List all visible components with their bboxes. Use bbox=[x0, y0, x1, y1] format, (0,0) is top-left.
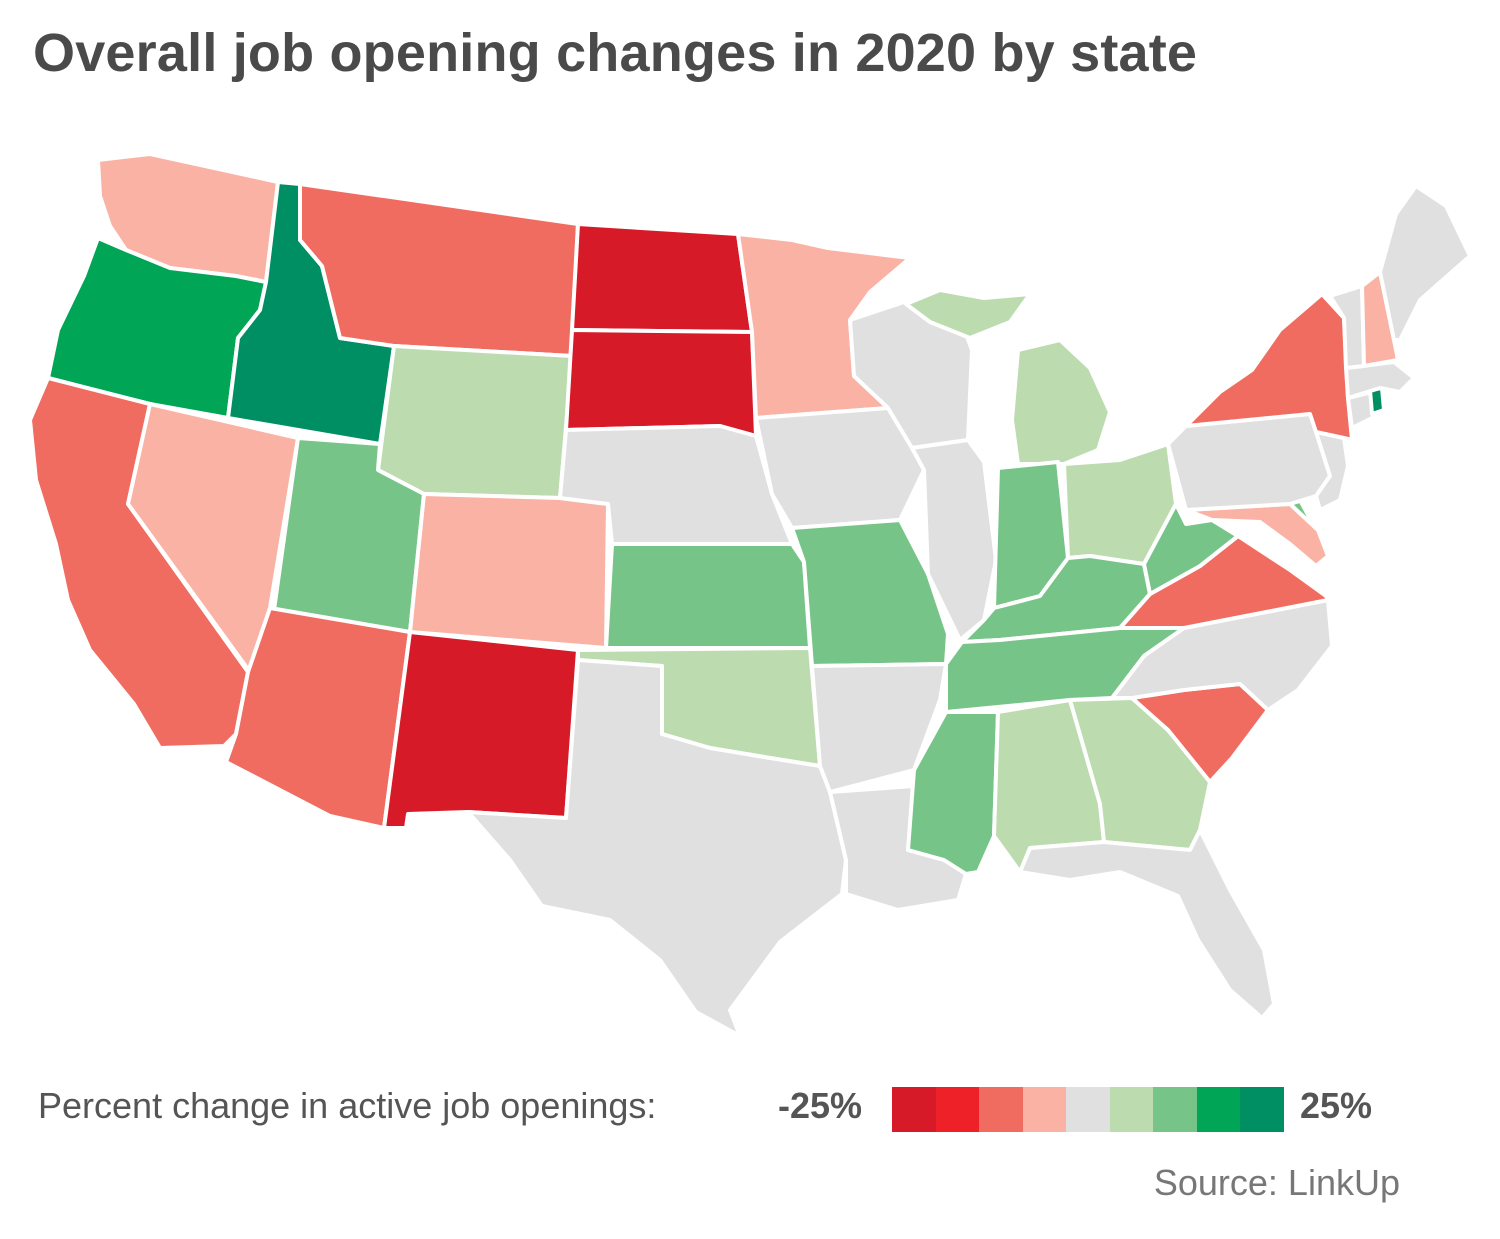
legend-swatch-7 bbox=[1153, 1087, 1197, 1132]
source-note: Source: LinkUp bbox=[1153, 1162, 1400, 1203]
legend-swatch-5 bbox=[1066, 1087, 1110, 1132]
state-WY bbox=[376, 344, 574, 500]
state-NY bbox=[1184, 292, 1354, 442]
state-WV bbox=[1142, 502, 1240, 596]
state-FL bbox=[1018, 828, 1276, 1020]
state-NJ bbox=[1314, 430, 1350, 512]
state-PA bbox=[1166, 412, 1332, 512]
legend-color-scale bbox=[892, 1087, 1284, 1132]
legend-swatch-6 bbox=[1109, 1087, 1153, 1132]
state-TX bbox=[466, 658, 848, 1038]
state-NH bbox=[1360, 270, 1400, 368]
state-CO bbox=[408, 492, 610, 650]
legend-swatch-4 bbox=[1022, 1087, 1066, 1132]
legend-swatch-9 bbox=[1240, 1087, 1284, 1132]
state-MT bbox=[298, 182, 580, 358]
state-MO bbox=[790, 518, 950, 668]
legend-min-label: -25% bbox=[778, 1085, 863, 1126]
state-SD bbox=[564, 328, 758, 438]
state-NM bbox=[382, 630, 580, 830]
state-MI bbox=[1010, 338, 1112, 466]
legend-max-label: 25% bbox=[1300, 1085, 1373, 1126]
legend-swatch-3 bbox=[979, 1087, 1023, 1132]
state-ME bbox=[1378, 184, 1472, 342]
legend-label: Percent change in active job openings: bbox=[38, 1085, 657, 1126]
legend-swatch-1 bbox=[892, 1087, 936, 1132]
state-KS bbox=[604, 542, 812, 650]
state-ND bbox=[570, 222, 754, 334]
legend-swatch-8 bbox=[1196, 1087, 1240, 1132]
chart-title: Overall job opening changes in 2020 by s… bbox=[33, 23, 1198, 83]
state-VT bbox=[1328, 284, 1366, 370]
legend-swatch-2 bbox=[935, 1087, 979, 1132]
state-MI-UP bbox=[904, 288, 1032, 340]
